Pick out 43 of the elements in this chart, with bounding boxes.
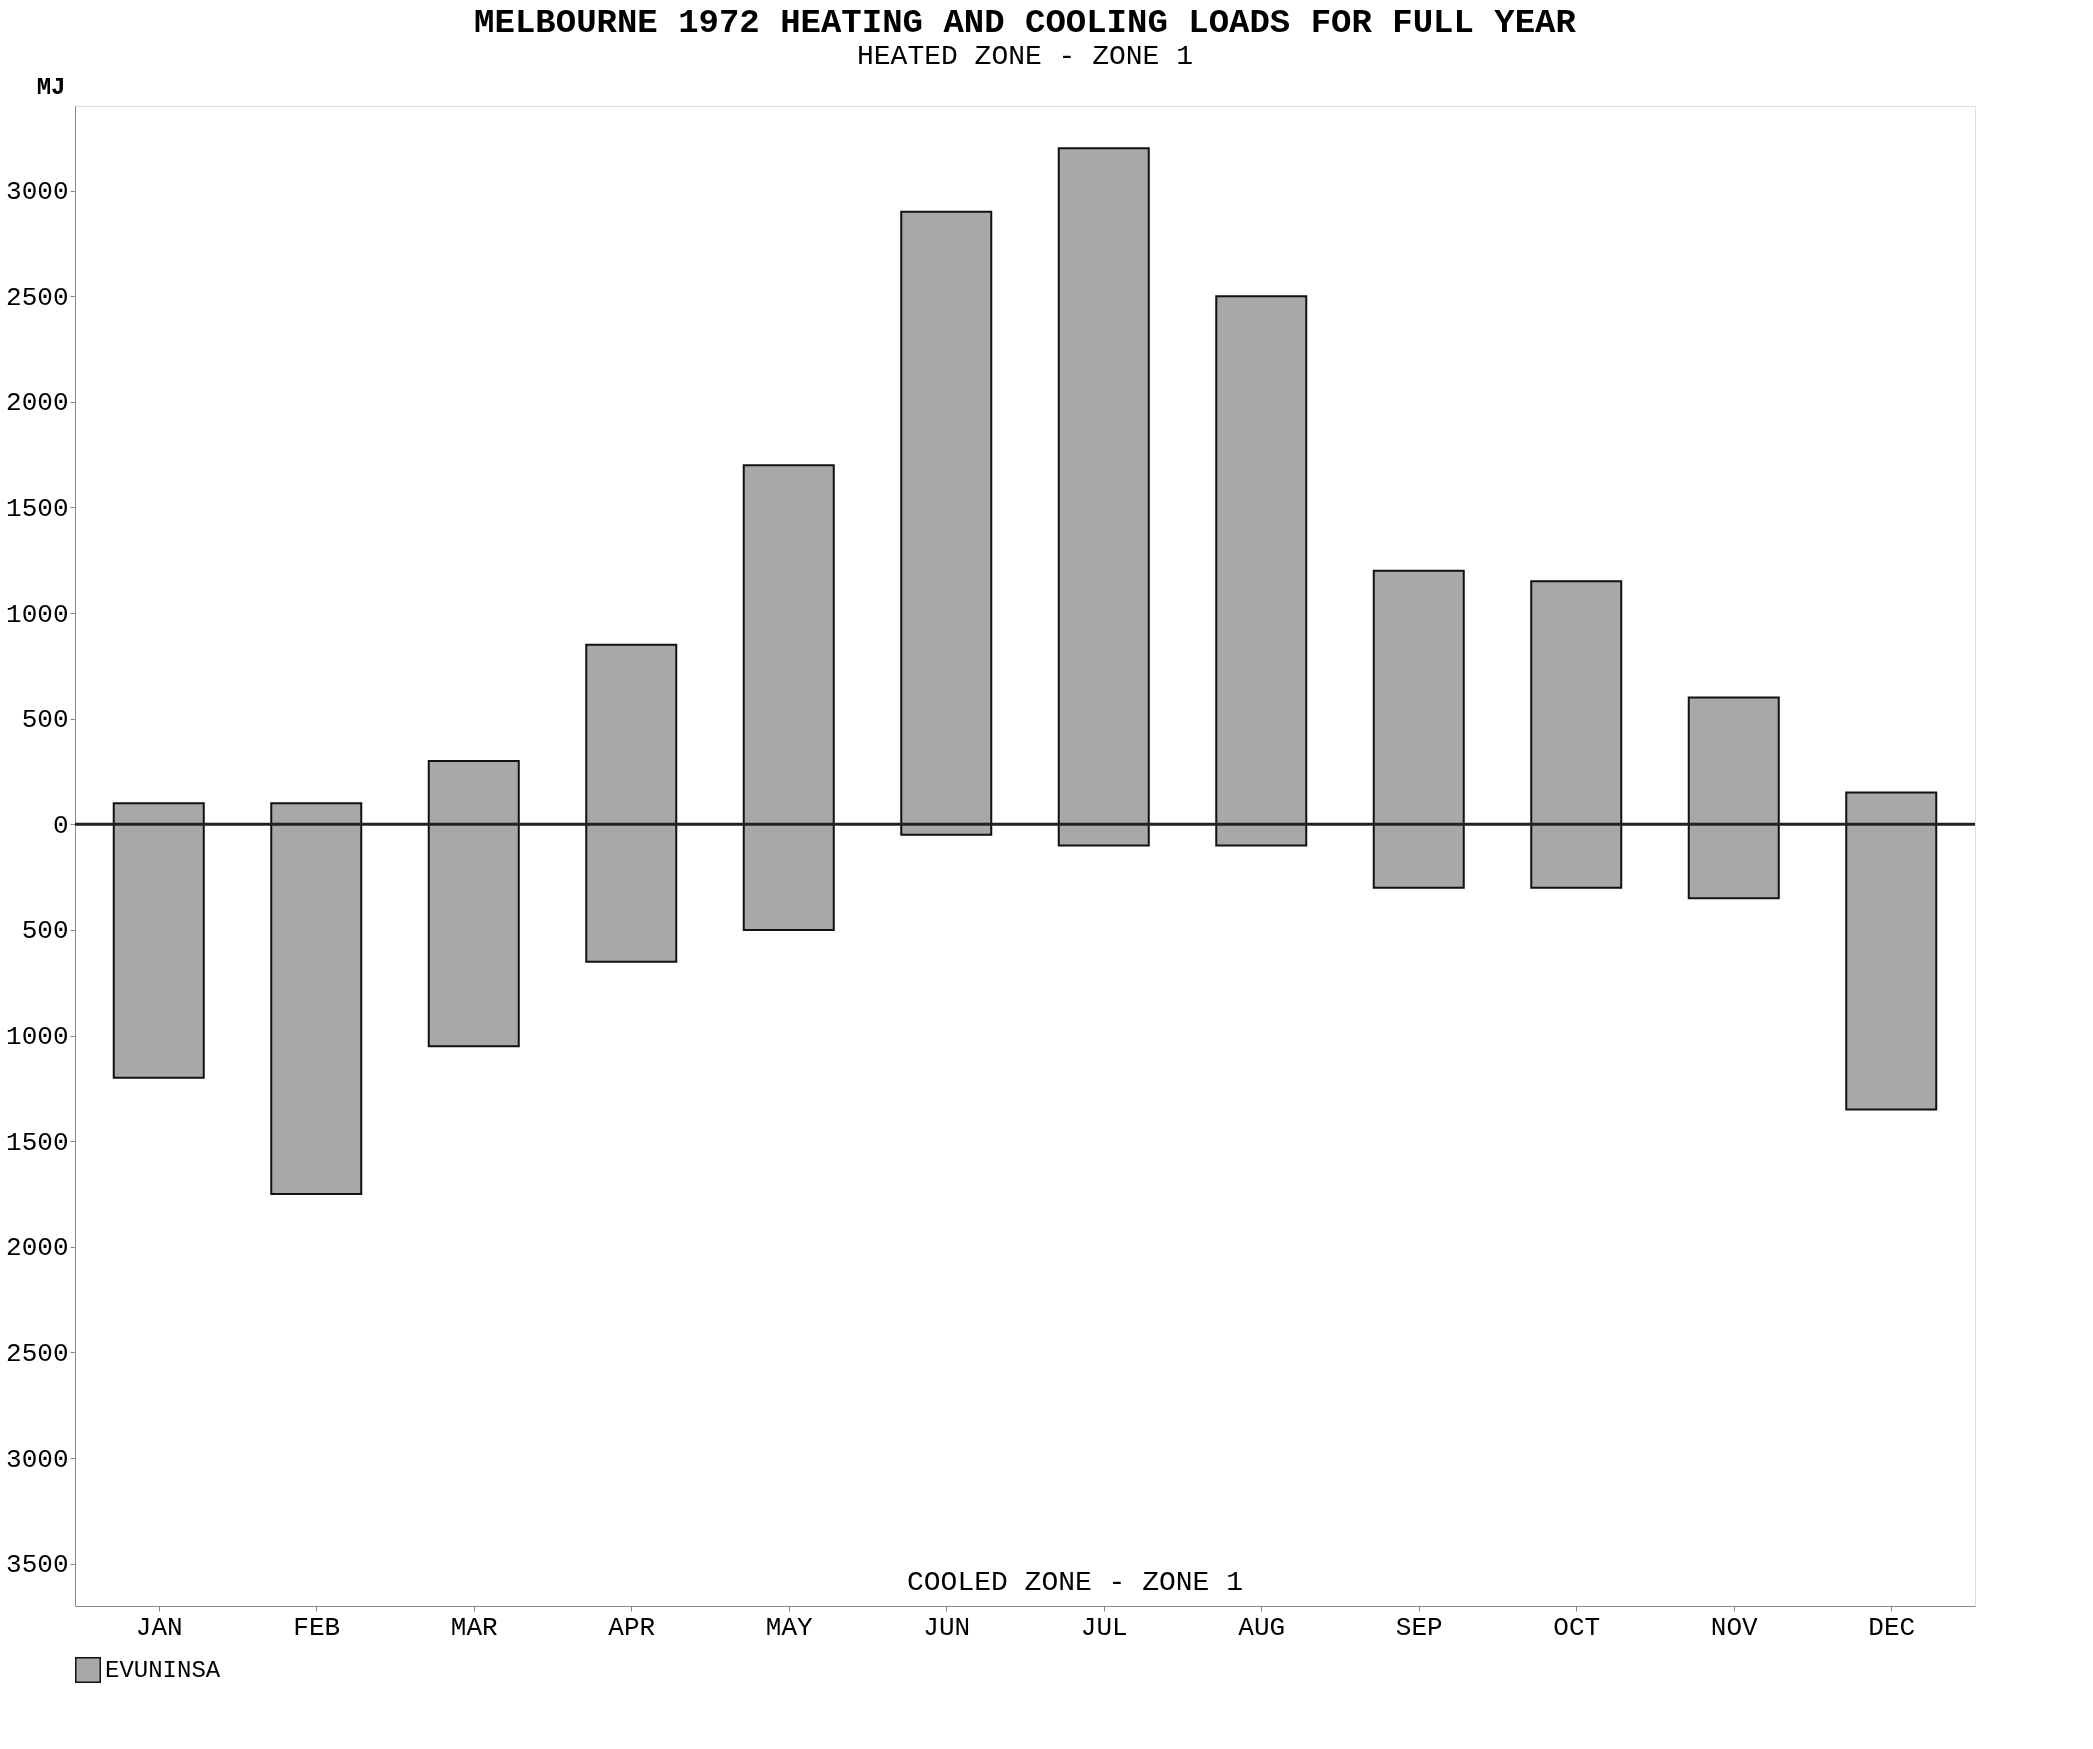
x-tick-label: APR: [608, 1612, 656, 1643]
chart-subtitle: HEATED ZONE - ZONE 1: [856, 41, 1194, 72]
y-axis-title: MJ: [36, 73, 66, 101]
y-tick-label: 1000: [6, 1022, 69, 1053]
bar: [270, 802, 363, 1196]
bar: [1845, 791, 1938, 1111]
legend-label: EVUNINSA: [105, 1657, 221, 1684]
x-tick-label: MAR: [450, 1612, 498, 1643]
y-tick-label: 1000: [6, 599, 69, 630]
bar: [585, 643, 678, 963]
y-tick-label: 2000: [6, 1233, 69, 1264]
y-tick-label: 500: [21, 916, 69, 947]
y-tick-label: 2500: [6, 282, 69, 313]
x-tick-label: NOV: [1710, 1612, 1759, 1643]
x-tick-label: OCT: [1553, 1612, 1601, 1643]
x-tick-label: DEC: [1868, 1612, 1916, 1643]
annotation: COOLED ZONE - ZONE 1: [906, 1567, 1244, 1598]
y-tick-label: 2000: [6, 388, 69, 419]
y-tick-label: 2500: [6, 1338, 69, 1369]
x-tick-label: SEP: [1395, 1612, 1443, 1643]
y-tick-label: 500: [21, 705, 69, 736]
x-tick-label: MAY: [765, 1612, 814, 1643]
y-tick-label: 3500: [6, 1550, 69, 1581]
y-tick-label: 3000: [6, 1444, 69, 1475]
bar: [1687, 696, 1780, 900]
bar: [1530, 580, 1623, 889]
x-tick-label: JUN: [923, 1612, 971, 1643]
bar: [427, 759, 520, 1048]
y-tick-label: 3000: [6, 177, 69, 208]
x-tick-label: AUG: [1238, 1612, 1286, 1643]
x-tick-label: JUL: [1080, 1612, 1128, 1643]
bar: [1057, 147, 1150, 847]
bar: [1372, 569, 1465, 889]
chart-title: MELBOURNE 1972 HEATING AND COOLING LOADS FOR FULL YEAR: [474, 4, 1577, 42]
x-tick-label: JAN: [135, 1612, 183, 1643]
bar: [742, 464, 835, 931]
bar: [900, 210, 993, 836]
y-tick-label: 0: [52, 810, 69, 841]
bar: [1215, 295, 1308, 847]
bar: [112, 802, 205, 1079]
y-tick-label: 1500: [6, 1127, 69, 1158]
x-tick-label: FEB: [293, 1612, 341, 1643]
y-tick-label: 1500: [6, 493, 69, 524]
